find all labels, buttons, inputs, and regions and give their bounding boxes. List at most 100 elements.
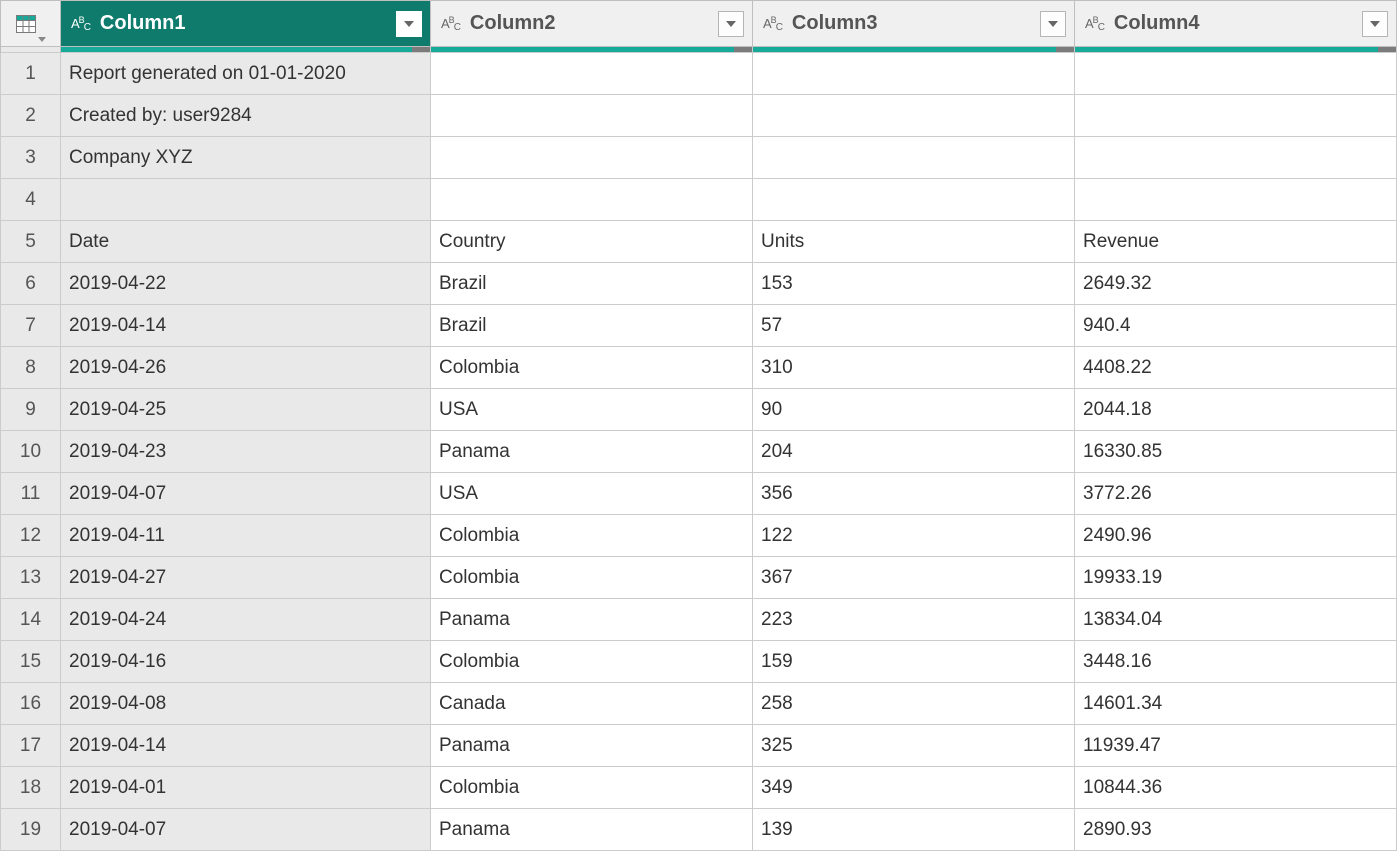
data-cell[interactable]: Brazil xyxy=(431,305,753,347)
row-number-cell[interactable]: 5 xyxy=(1,221,61,263)
column-header-column2[interactable]: ABCColumn2 xyxy=(431,1,753,47)
data-cell[interactable]: 3772.26 xyxy=(1075,473,1397,515)
data-cell[interactable]: 310 xyxy=(753,347,1075,389)
select-all-corner[interactable] xyxy=(1,1,61,47)
data-cell[interactable] xyxy=(1075,179,1397,221)
datatype-text-icon[interactable]: ABC xyxy=(1085,16,1104,31)
row-number-cell[interactable]: 4 xyxy=(1,179,61,221)
data-cell[interactable]: 2019-04-23 xyxy=(61,431,431,473)
data-cell[interactable]: Country xyxy=(431,221,753,263)
data-cell[interactable]: 325 xyxy=(753,725,1075,767)
data-cell[interactable]: 2019-04-01 xyxy=(61,767,431,809)
data-cell[interactable]: Colombia xyxy=(431,515,753,557)
row-number-cell[interactable]: 14 xyxy=(1,599,61,641)
data-cell[interactable]: 16330.85 xyxy=(1075,431,1397,473)
data-cell[interactable]: Colombia xyxy=(431,767,753,809)
column-filter-button[interactable] xyxy=(1362,11,1388,37)
data-cell[interactable]: Report generated on 01-01-2020 xyxy=(61,53,431,95)
data-cell[interactable] xyxy=(1075,95,1397,137)
data-cell[interactable]: 2019-04-26 xyxy=(61,347,431,389)
table-row[interactable]: 162019-04-08Canada25814601.34 xyxy=(1,683,1397,725)
data-cell[interactable]: Colombia xyxy=(431,347,753,389)
data-cell[interactable]: Brazil xyxy=(431,263,753,305)
data-cell[interactable]: 2019-04-16 xyxy=(61,641,431,683)
data-cell[interactable]: 940.4 xyxy=(1075,305,1397,347)
data-cell[interactable] xyxy=(61,179,431,221)
data-cell[interactable]: 2890.93 xyxy=(1075,809,1397,851)
data-cell[interactable]: Canada xyxy=(431,683,753,725)
row-number-cell[interactable]: 2 xyxy=(1,95,61,137)
data-cell[interactable]: 223 xyxy=(753,599,1075,641)
row-number-cell[interactable]: 8 xyxy=(1,347,61,389)
data-cell[interactable]: 90 xyxy=(753,389,1075,431)
data-cell[interactable] xyxy=(753,137,1075,179)
row-number-cell[interactable]: 13 xyxy=(1,557,61,599)
data-cell[interactable] xyxy=(431,179,753,221)
table-row[interactable]: 182019-04-01Colombia34910844.36 xyxy=(1,767,1397,809)
data-cell[interactable]: 11939.47 xyxy=(1075,725,1397,767)
data-cell[interactable]: 139 xyxy=(753,809,1075,851)
data-cell[interactable]: 2019-04-14 xyxy=(61,725,431,767)
row-number-cell[interactable]: 7 xyxy=(1,305,61,347)
table-row[interactable]: 172019-04-14Panama32511939.47 xyxy=(1,725,1397,767)
row-number-cell[interactable]: 10 xyxy=(1,431,61,473)
data-cell[interactable]: Panama xyxy=(431,809,753,851)
data-cell[interactable]: 2044.18 xyxy=(1075,389,1397,431)
table-row[interactable]: 192019-04-07Panama1392890.93 xyxy=(1,809,1397,851)
table-row[interactable]: 82019-04-26Colombia3104408.22 xyxy=(1,347,1397,389)
data-cell[interactable]: USA xyxy=(431,389,753,431)
data-cell[interactable]: 349 xyxy=(753,767,1075,809)
data-cell[interactable]: 2019-04-14 xyxy=(61,305,431,347)
data-cell[interactable]: 367 xyxy=(753,557,1075,599)
table-row[interactable]: 132019-04-27Colombia36719933.19 xyxy=(1,557,1397,599)
data-cell[interactable]: 258 xyxy=(753,683,1075,725)
data-cell[interactable]: 14601.34 xyxy=(1075,683,1397,725)
data-cell[interactable]: 19933.19 xyxy=(1075,557,1397,599)
data-cell[interactable]: 2019-04-07 xyxy=(61,809,431,851)
column-filter-button[interactable] xyxy=(1040,11,1066,37)
table-row[interactable]: 112019-04-07USA3563772.26 xyxy=(1,473,1397,515)
data-cell[interactable]: Colombia xyxy=(431,641,753,683)
table-row[interactable]: 5DateCountryUnitsRevenue xyxy=(1,221,1397,263)
table-row[interactable]: 1Report generated on 01-01-2020 xyxy=(1,53,1397,95)
data-cell[interactable]: Company XYZ xyxy=(61,137,431,179)
data-cell[interactable]: 3448.16 xyxy=(1075,641,1397,683)
data-cell[interactable]: 4408.22 xyxy=(1075,347,1397,389)
data-cell[interactable]: 159 xyxy=(753,641,1075,683)
table-row[interactable]: 92019-04-25USA902044.18 xyxy=(1,389,1397,431)
column-filter-button[interactable] xyxy=(396,11,422,37)
data-cell[interactable]: 2019-04-08 xyxy=(61,683,431,725)
data-cell[interactable]: 356 xyxy=(753,473,1075,515)
table-row[interactable]: 2Created by: user9284 xyxy=(1,95,1397,137)
data-cell[interactable]: Colombia xyxy=(431,557,753,599)
data-cell[interactable] xyxy=(1075,53,1397,95)
data-cell[interactable]: Panama xyxy=(431,599,753,641)
datatype-text-icon[interactable]: ABC xyxy=(441,16,460,31)
data-cell[interactable] xyxy=(753,179,1075,221)
data-cell[interactable]: USA xyxy=(431,473,753,515)
table-row[interactable]: 72019-04-14Brazil57940.4 xyxy=(1,305,1397,347)
data-cell[interactable]: 2019-04-27 xyxy=(61,557,431,599)
table-row[interactable]: 3Company XYZ xyxy=(1,137,1397,179)
data-cell[interactable]: 2019-04-25 xyxy=(61,389,431,431)
datatype-text-icon[interactable]: ABC xyxy=(71,16,90,31)
data-cell[interactable]: Date xyxy=(61,221,431,263)
table-row[interactable]: 122019-04-11Colombia1222490.96 xyxy=(1,515,1397,557)
data-cell[interactable] xyxy=(753,95,1075,137)
column-header-column1[interactable]: ABCColumn1 xyxy=(61,1,431,47)
data-cell[interactable] xyxy=(431,53,753,95)
data-cell[interactable]: 2490.96 xyxy=(1075,515,1397,557)
table-row[interactable]: 4 xyxy=(1,179,1397,221)
table-row[interactable]: 142019-04-24Panama22313834.04 xyxy=(1,599,1397,641)
table-row[interactable]: 102019-04-23Panama20416330.85 xyxy=(1,431,1397,473)
column-filter-button[interactable] xyxy=(718,11,744,37)
data-cell[interactable] xyxy=(753,53,1075,95)
row-number-cell[interactable]: 15 xyxy=(1,641,61,683)
data-cell[interactable]: 2019-04-11 xyxy=(61,515,431,557)
data-cell[interactable]: 153 xyxy=(753,263,1075,305)
row-number-cell[interactable]: 6 xyxy=(1,263,61,305)
table-row[interactable]: 152019-04-16Colombia1593448.16 xyxy=(1,641,1397,683)
data-cell[interactable]: Created by: user9284 xyxy=(61,95,431,137)
data-cell[interactable]: 13834.04 xyxy=(1075,599,1397,641)
row-number-cell[interactable]: 19 xyxy=(1,809,61,851)
